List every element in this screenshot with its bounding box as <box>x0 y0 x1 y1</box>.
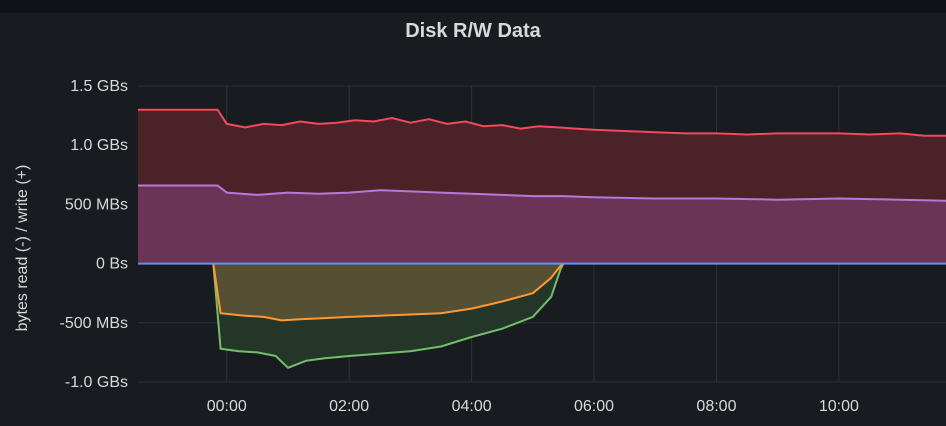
y-tick-label-0: 1.5 GBs <box>70 78 128 95</box>
y-tick-label-2: 500 MBs <box>65 196 128 213</box>
x-tick-label-4: 08:00 <box>696 398 736 415</box>
series-2-line <box>212 263 565 369</box>
x-tick-label-1: 02:00 <box>329 398 369 415</box>
x-tick-label-0: 00:00 <box>207 398 247 415</box>
y-tick-label-1: 1.0 GBs <box>70 137 128 154</box>
x-tick-label-3: 06:00 <box>574 398 614 415</box>
series-3-line <box>212 262 565 322</box>
series-1-area <box>138 185 946 264</box>
series-0-line <box>138 108 946 137</box>
series-3-area <box>213 263 564 321</box>
y-tick-label-3: 0 Bs <box>96 256 128 273</box>
series-1-line <box>138 184 946 202</box>
y-tick-label-5: -1.0 GBs <box>65 374 128 391</box>
panel-title[interactable]: Disk R/W Data <box>405 20 541 42</box>
x-tick-label-2: 04:00 <box>452 398 492 415</box>
dashboard-header-strip <box>0 0 946 13</box>
x-tick-label-5: 10:00 <box>819 398 859 415</box>
y-tick-label-4: -500 MBs <box>60 315 128 332</box>
